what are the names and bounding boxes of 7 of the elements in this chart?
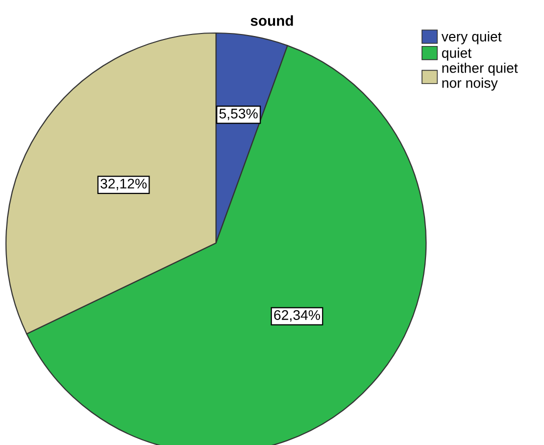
chart-title: sound	[250, 15, 293, 26]
legend-label: quiet	[442, 48, 472, 61]
data-label: 32,12%	[100, 178, 147, 190]
data-label: 5,53%	[219, 108, 258, 120]
legend-label: neither quiet nor noisy	[442, 62, 518, 91]
legend-label: very quiet	[441, 31, 502, 44]
data-label: 62,34%	[274, 310, 320, 322]
